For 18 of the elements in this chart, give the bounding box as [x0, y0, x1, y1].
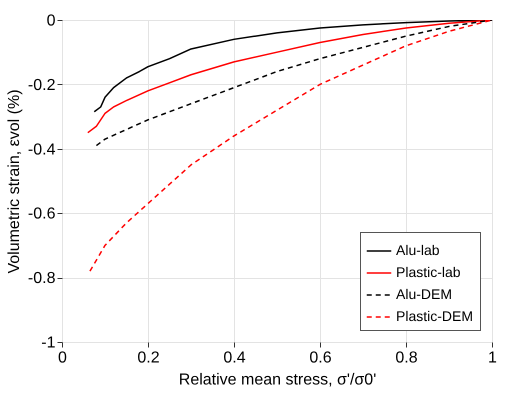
y-tick-label: -0.6: [28, 206, 56, 223]
x-tick-label: 0.4: [223, 350, 246, 366]
y-axis-title: Volumetric strain, εvol (%): [6, 89, 23, 274]
x-tick-label: 0.2: [137, 350, 160, 366]
x-axis-title: Relative mean stress, σ'/σ0': [178, 372, 376, 388]
x-tick-label: 0.8: [395, 350, 418, 366]
legend-label: Alu-DEM: [396, 286, 452, 302]
x-tick-label: 0.6: [309, 350, 332, 366]
x-tick-label: 1: [488, 350, 498, 366]
y-tick-label: -0.4: [28, 141, 56, 158]
y-tick-label: -0.8: [28, 270, 56, 288]
legend-label: Plastic-DEM: [396, 308, 474, 324]
y-tick-label: -1: [41, 334, 56, 352]
x-tick-label: 0: [58, 350, 68, 366]
legend-label: Plastic-lab: [396, 264, 461, 280]
y-tick-label: -0.2: [28, 76, 56, 94]
legend-label: Alu-lab: [396, 242, 440, 258]
y-tick-label: 0: [46, 12, 56, 30]
